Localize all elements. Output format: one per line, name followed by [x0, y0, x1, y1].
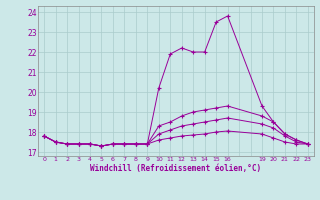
X-axis label: Windchill (Refroidissement éolien,°C): Windchill (Refroidissement éolien,°C) — [91, 164, 261, 173]
